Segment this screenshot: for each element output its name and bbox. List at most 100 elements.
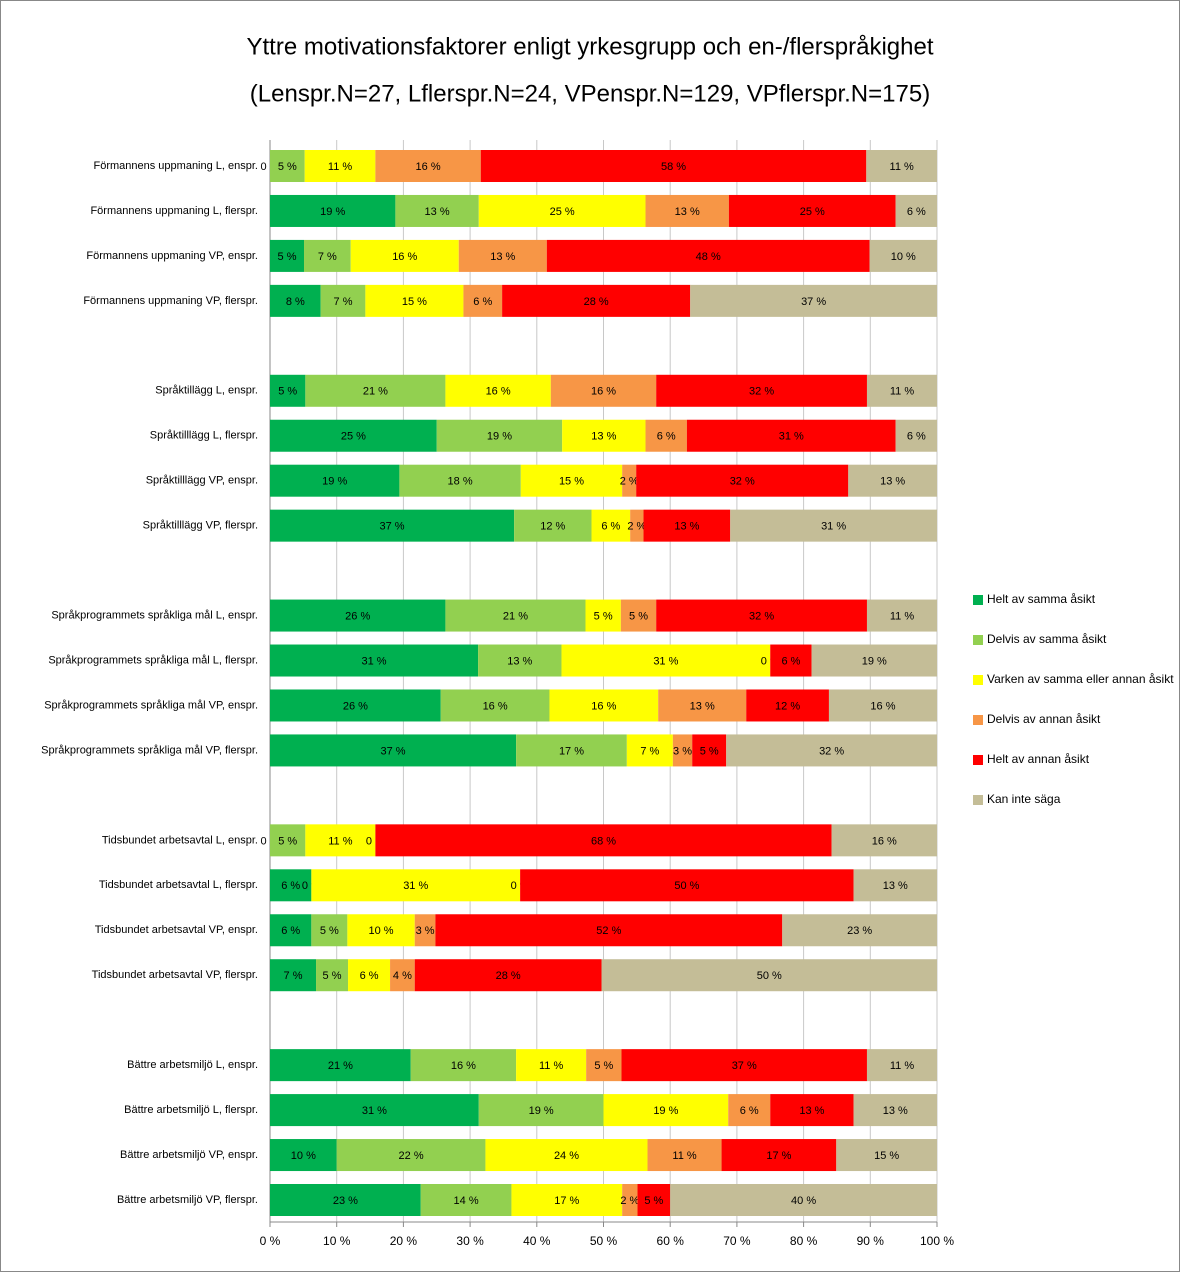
data-label: 25 % [341, 431, 366, 443]
bar-segment [485, 1139, 648, 1172]
y-tick-label: Språkprogrammets språkliga mål VP, enspr… [44, 699, 258, 711]
legend-label: Kan inte säga [987, 792, 1061, 806]
bar-segment [395, 194, 479, 227]
x-tick-label: 20 % [390, 1234, 418, 1248]
data-label: 13 % [883, 880, 908, 892]
data-label: 21 % [363, 386, 388, 398]
bar-segment [463, 284, 503, 317]
bar-segment [336, 1139, 486, 1172]
bar-segment [516, 1049, 587, 1082]
bar-segment [866, 599, 937, 632]
data-label: 31 % [821, 521, 846, 533]
bar-segment [390, 959, 415, 992]
y-tick-label: Tidsbundet arbetsavtal L, enspr. [102, 834, 258, 846]
bar-segment [305, 374, 446, 407]
data-label: 6 % [281, 880, 300, 892]
bar-segment [270, 734, 517, 767]
data-label: 16 % [486, 386, 511, 398]
data-label: 31 % [362, 655, 387, 667]
bar-segment [645, 419, 687, 452]
bar-segment [270, 1139, 337, 1172]
data-label: 12 % [540, 521, 565, 533]
data-label: 6 % [907, 431, 926, 443]
bar-segment [270, 959, 317, 992]
bar-segment [270, 644, 479, 677]
data-label: 2 % [620, 476, 639, 488]
bar-segment [478, 644, 562, 677]
x-tick-label: 70 % [723, 1234, 751, 1248]
bar-segment [836, 1139, 937, 1172]
x-tick-label: 80 % [790, 1234, 818, 1248]
bar-segment [866, 150, 937, 182]
data-label: 16 % [591, 386, 616, 398]
data-label: 23 % [847, 925, 872, 937]
bar-segment [770, 644, 812, 677]
bar-segment [348, 959, 391, 992]
bar-segment [270, 419, 437, 452]
data-label: 19 % [653, 1105, 678, 1117]
bar-segment [637, 1184, 671, 1216]
legend-swatch [973, 675, 983, 685]
bar-segment [686, 419, 896, 452]
data-label: 2 % [620, 1195, 639, 1207]
data-label: 5 % [644, 1195, 663, 1207]
bar-segment [721, 1139, 837, 1172]
data-label: 32 % [730, 476, 755, 488]
bar-segment [561, 644, 771, 677]
bar-segment [270, 194, 396, 227]
data-label: 16 % [451, 1060, 476, 1072]
data-label: 16 % [591, 700, 616, 712]
y-tick-label: Språktilllägg VP, flerspr. [143, 520, 258, 532]
chart-title: Yttre motivationsfaktorer enligt yrkesgr… [247, 33, 934, 60]
bar-segment [270, 150, 305, 182]
bar-segment [305, 824, 376, 857]
bar-segment [622, 1184, 638, 1216]
bar-segment [270, 239, 305, 272]
data-label: 23 % [333, 1195, 358, 1207]
bar-segment [728, 1094, 771, 1127]
bar-segment [726, 734, 937, 767]
bar-segment [478, 1094, 604, 1127]
data-label: 6 % [601, 521, 620, 533]
bar-segment [478, 194, 646, 227]
y-tick-label: Bättre arbetsmiljö VP, flerspr. [117, 1194, 258, 1206]
y-tick-label: Språktillägg L, enspr. [155, 385, 258, 397]
bar-segment [746, 689, 829, 722]
data-label: 19 % [487, 431, 512, 443]
y-tick-label: Språktilllägg L, flerspr. [150, 430, 258, 442]
data-label: 6 % [281, 925, 300, 937]
bar-segment [436, 419, 563, 452]
bar-segment [435, 914, 783, 947]
y-tick-label: Tidsbundet arbetsavtal VP, enspr. [95, 924, 258, 936]
data-label: 21 % [503, 610, 528, 622]
data-label: 22 % [399, 1150, 424, 1162]
bar-segment [549, 689, 659, 722]
x-tick-label: 90 % [857, 1234, 885, 1248]
data-label: 31 % [362, 1105, 387, 1117]
bar-segment [895, 194, 937, 227]
data-label: 58 % [661, 161, 686, 173]
data-label: 11 % [890, 610, 914, 622]
data-label: 24 % [554, 1150, 579, 1162]
data-label: 16 % [416, 161, 441, 173]
bar-segment [458, 239, 547, 272]
bar-segment [782, 914, 937, 947]
bar-segment [672, 734, 693, 767]
data-label: 14 % [454, 1195, 479, 1207]
x-tick-label: 30 % [456, 1234, 484, 1248]
data-label: 31 % [403, 880, 428, 892]
data-label: 6 % [740, 1105, 759, 1117]
bar-segment [514, 509, 592, 542]
data-label: 31 % [779, 431, 804, 443]
bar-segment [270, 914, 312, 947]
data-label: 17 % [559, 745, 584, 757]
bar-segment [270, 869, 312, 902]
data-label: 32 % [749, 610, 774, 622]
legend-label: Helt av annan åsikt [987, 752, 1090, 766]
data-label: 5 % [594, 1060, 613, 1072]
bar-segment [811, 644, 937, 677]
bar-segment [636, 464, 849, 497]
data-label: 4 % [393, 970, 412, 982]
bar-segment [270, 1094, 479, 1127]
bar-segment [365, 284, 464, 317]
